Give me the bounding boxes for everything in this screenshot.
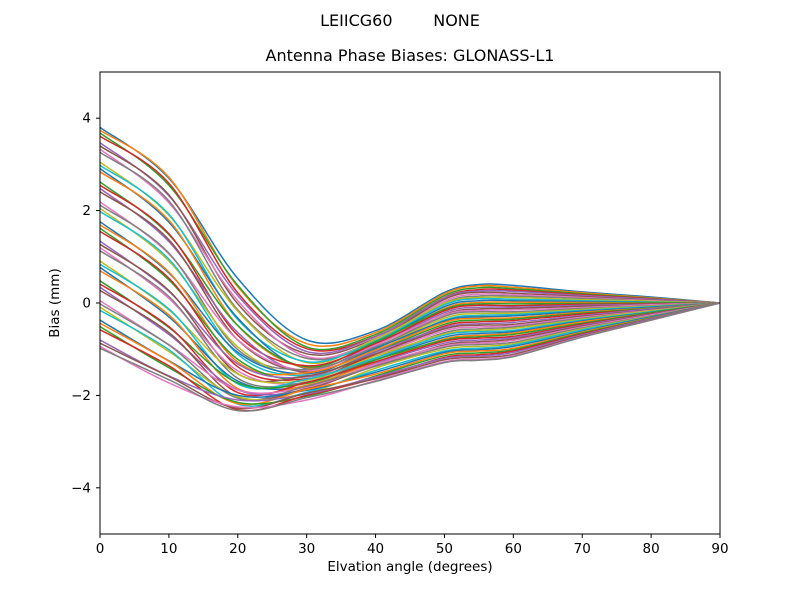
- series-line: [100, 161, 720, 365]
- series-line: [100, 164, 720, 363]
- x-tick-label: 10: [160, 541, 177, 557]
- y-tick-label: 4: [82, 111, 91, 127]
- y-tick-label: 2: [82, 203, 91, 219]
- axes-title: Antenna Phase Biases: GLONASS-L1: [265, 46, 555, 65]
- series-line: [100, 300, 720, 394]
- series-line: [100, 187, 720, 374]
- series-line: [100, 129, 720, 348]
- y-tick-label: −2: [71, 388, 91, 404]
- series-line: [100, 207, 720, 378]
- y-tick-label: −4: [71, 480, 91, 496]
- series-line: [100, 181, 720, 368]
- x-tick-label: 60: [505, 541, 522, 557]
- series-line: [100, 302, 720, 401]
- series-line: [100, 148, 720, 360]
- series-line: [100, 302, 720, 401]
- x-tick-label: 50: [436, 541, 453, 557]
- series-line: [100, 132, 720, 351]
- series-line: [100, 286, 720, 396]
- series-line: [100, 246, 720, 385]
- x-tick-label: 30: [298, 541, 315, 557]
- series-line: [100, 302, 720, 406]
- series-line: [100, 168, 720, 370]
- series-line: [100, 184, 720, 367]
- series-line: [100, 243, 720, 383]
- series-line: [100, 227, 720, 381]
- figure-suptitle: LEIICG60 NONE: [320, 11, 480, 30]
- y-tick-label: 0: [82, 296, 91, 312]
- series-line: [100, 280, 720, 389]
- x-tick-label: 0: [96, 541, 105, 557]
- series-line: [100, 204, 720, 371]
- series-line: [100, 201, 720, 372]
- series-line: [100, 240, 720, 379]
- x-tick-label: 40: [367, 541, 384, 557]
- series-line: [100, 302, 720, 407]
- series-line: [100, 142, 720, 355]
- series-line: [100, 230, 720, 382]
- series-group: [100, 126, 720, 412]
- x-tick-label: 20: [229, 541, 246, 557]
- y-axis-label: Bias (mm): [47, 268, 63, 338]
- series-line: [100, 289, 720, 402]
- series-line: [100, 302, 720, 412]
- x-axis-label: Elvation angle (degrees): [327, 559, 493, 575]
- series-line: [100, 224, 720, 376]
- x-tick-label: 80: [643, 541, 660, 557]
- x-tick-label: 90: [711, 541, 728, 557]
- series-line: [100, 221, 720, 375]
- series-line: [100, 266, 720, 391]
- series-line: [100, 302, 720, 402]
- series-line: [100, 263, 720, 390]
- x-tick-label: 70: [574, 541, 591, 557]
- series-line: [100, 302, 720, 398]
- series-line: [100, 260, 720, 384]
- series-line: [100, 145, 720, 357]
- series-line: [100, 126, 720, 345]
